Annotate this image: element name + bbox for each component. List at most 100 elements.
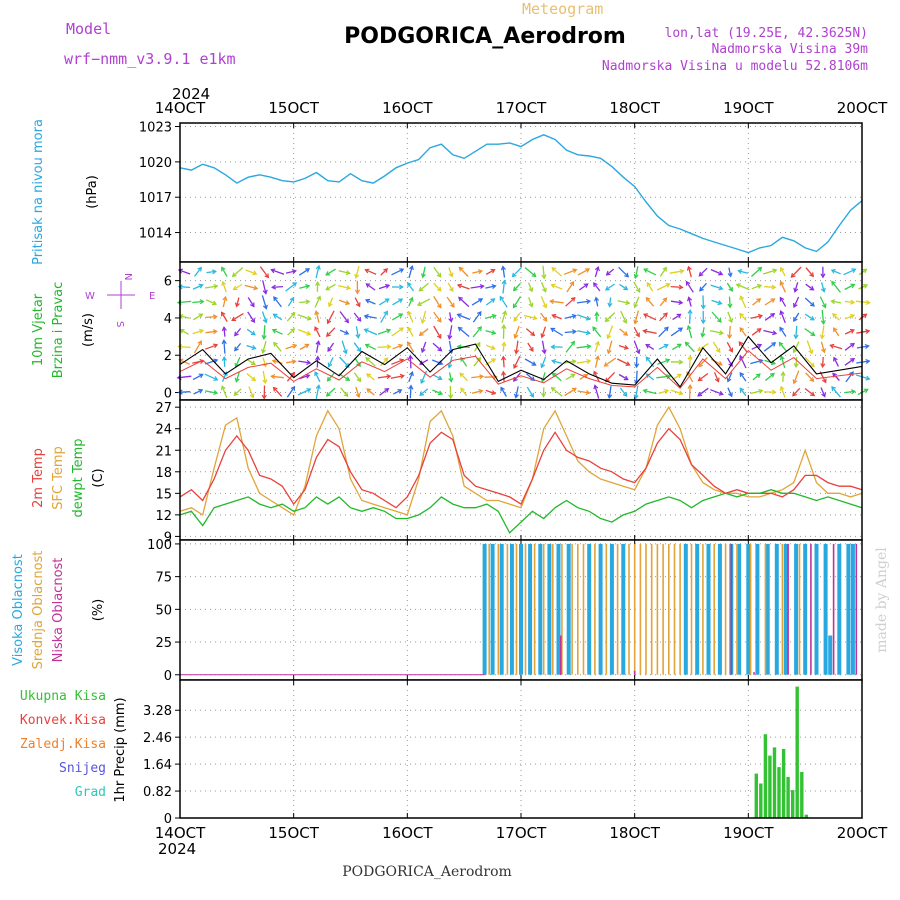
wind-arrow [727, 372, 733, 382]
wind-arrow-head [779, 355, 785, 361]
wind-arrow-head [460, 387, 465, 393]
wind-arrow [645, 373, 655, 381]
wind-arrow [856, 374, 870, 380]
y-tick-label: 50 [155, 603, 172, 618]
wind-arrow-head [718, 270, 724, 276]
wind-arrow-head [633, 394, 639, 400]
wind-arrow [235, 372, 240, 382]
wind-arrow [856, 360, 870, 364]
pressure-unit: (hPa) [85, 175, 100, 209]
wind-arrow [858, 268, 867, 276]
wind-arrow [339, 311, 349, 323]
high-cloud-bar [598, 543, 603, 675]
wind-arrow-head [399, 268, 405, 273]
wind-arrow-head [366, 388, 372, 393]
wind-arrow-head [851, 268, 857, 273]
high-cloud-bar [609, 543, 614, 675]
wind-arrow [618, 266, 629, 278]
mid-cloud-bar [764, 543, 767, 675]
wind-arrow-head [491, 284, 497, 290]
wind-arrow-head [728, 392, 733, 398]
wind-arrow [780, 386, 786, 398]
wind-arrow-head [252, 270, 258, 276]
wind-arrow-head [222, 295, 228, 301]
wind-arrow [685, 341, 695, 353]
wind-arrow-head [364, 343, 370, 349]
mid-cloud-bar [650, 543, 653, 675]
wind-arrow [527, 342, 534, 352]
wind-arrow-head [271, 359, 277, 365]
wind-arrow [449, 312, 452, 322]
compass-east: E [149, 291, 155, 302]
wind-arrow-head [585, 268, 591, 273]
wind-arrow [515, 386, 519, 398]
wind-arrow [353, 312, 362, 322]
wind-arrow [512, 266, 522, 278]
wind-arrow-head [514, 349, 520, 355]
wind-arrow [843, 268, 856, 276]
wind-arrow-head [512, 303, 518, 309]
wind-arrow [844, 343, 855, 351]
wind-arrow [377, 329, 391, 335]
wind-arrow [515, 340, 519, 354]
high-cloud-bar [519, 543, 523, 675]
date-label-top: 17OCT [496, 99, 547, 117]
wind-arrow-head [572, 268, 578, 274]
wind-arrow [472, 311, 482, 323]
top-date-axis: 14OCT 15OCT 16OCT 17OCT 18OCT 19OCT 20OCT [155, 99, 888, 117]
wind-arrow-head [635, 287, 641, 293]
station-title: PODGORICA_Aerodrom [344, 24, 626, 49]
wind-arrow [205, 315, 217, 319]
wind-arrow [658, 326, 669, 338]
wind-arrow [752, 373, 761, 381]
wind-arrow [726, 282, 733, 292]
wind-arrow [380, 311, 388, 323]
wind-arrow [607, 325, 614, 339]
wind-arrow [513, 355, 521, 369]
high-cloud-bar [783, 543, 788, 675]
wind-arrow [541, 340, 546, 354]
wind-arrow [314, 296, 321, 308]
wind-arrow-head [234, 331, 239, 337]
wind-arrow [500, 387, 507, 397]
wind-arrow-head [686, 265, 692, 271]
wind-arrow [205, 330, 217, 334]
wind-arrow-head [448, 394, 454, 400]
wind-arrow-head [221, 280, 227, 286]
wind-arrow [780, 281, 786, 293]
wind-arrow [528, 297, 533, 307]
wind-arrow [565, 341, 575, 353]
wind-arrow-head [513, 316, 519, 322]
cloud-unit: (%) [91, 599, 106, 622]
wind-arrow [433, 296, 442, 308]
wind-arrow-head [551, 313, 557, 319]
pressure-panel: 1014 1017 1020 1023 [139, 121, 863, 263]
mid-cloud-bar [662, 543, 664, 675]
wind-arrow-head [315, 340, 321, 346]
wind-arrow [728, 325, 731, 339]
wind-arrow [793, 370, 800, 384]
wind-arrow-head [213, 376, 219, 381]
mid-cloud-bar [582, 543, 585, 675]
wind-arrow-head [500, 265, 506, 271]
wind-arrow-head [529, 346, 534, 352]
wind-arrow-head [383, 268, 389, 273]
cloud-ylabel-high: Visoka Oblacnost [11, 554, 26, 666]
wind-arrow-head [253, 285, 259, 291]
wind-arrow [472, 270, 483, 274]
wind-arrow-head [808, 349, 814, 355]
wind-arrow [736, 283, 750, 291]
wind-arrow [738, 341, 748, 353]
wind-arrow-head [478, 298, 484, 303]
mid-cloud-bar [679, 543, 681, 675]
wind-arrow [833, 327, 840, 337]
wind-arrow [178, 285, 191, 289]
wind-arrow-head [366, 373, 372, 379]
wind-arrow-head [475, 341, 481, 347]
high-cloud-bar [621, 543, 626, 675]
precip-bar [781, 749, 786, 818]
wind-arrow [688, 356, 691, 368]
y-tick-label: 9 [164, 530, 172, 545]
wind-arrow-head [448, 272, 454, 278]
wind-arrow [858, 313, 867, 321]
